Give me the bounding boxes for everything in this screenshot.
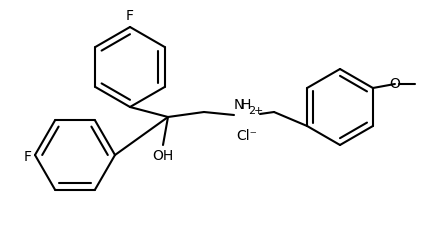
Text: F: F xyxy=(24,150,32,164)
Text: O: O xyxy=(389,77,400,91)
Text: N: N xyxy=(234,98,244,112)
Text: +: + xyxy=(254,106,264,116)
Text: F: F xyxy=(126,9,134,23)
Text: OH: OH xyxy=(153,149,174,163)
Text: 2: 2 xyxy=(248,106,255,116)
Text: Cl⁻: Cl⁻ xyxy=(236,129,257,143)
Text: H: H xyxy=(241,98,251,112)
